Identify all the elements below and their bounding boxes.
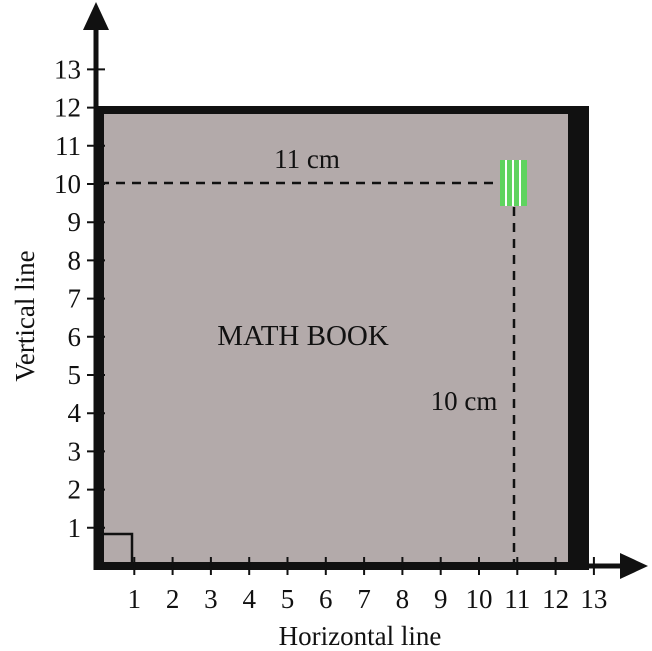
y-tick-label: 4	[68, 398, 82, 428]
book-title: MATH BOOK	[217, 320, 389, 352]
x-tick-label: 5	[281, 584, 295, 614]
x-tick-label: 9	[434, 584, 448, 614]
y-tick-label: 9	[68, 207, 82, 237]
x-tick-label: 2	[166, 584, 180, 614]
x-axis-title: Horizontal line	[279, 621, 442, 651]
y-tick-label: 6	[68, 322, 82, 352]
y-tick-label: 13	[54, 54, 81, 84]
x-tick-group: 1 2 3 4 5 6 7 8 9 10 11 12 13	[128, 557, 607, 614]
y-tick-label: 2	[68, 475, 82, 505]
y-tick-label: 8	[68, 245, 82, 275]
y-tick-label: 11	[55, 131, 81, 161]
x-tick-label: 1	[128, 584, 142, 614]
right-angle-marker	[100, 532, 134, 566]
x-tick-label: 11	[504, 584, 530, 614]
y-tick-label: 7	[68, 284, 82, 314]
x-tick-label: 13	[580, 584, 607, 614]
x-tick-label: 8	[396, 584, 410, 614]
x-tick-label: 12	[542, 584, 569, 614]
width-label: 11 cm	[274, 144, 340, 174]
green-ruler-marker	[500, 160, 527, 206]
x-tick-label: 3	[204, 584, 218, 614]
height-label: 10 cm	[431, 386, 498, 416]
y-tick-label: 5	[68, 360, 82, 390]
x-tick-label: 7	[357, 584, 371, 614]
y-tick-label: 1	[68, 513, 82, 543]
x-tick-label: 10	[466, 584, 493, 614]
x-tick-label: 6	[319, 584, 333, 614]
x-tick-label: 4	[242, 584, 256, 614]
vertical-axis-arrow-icon	[83, 2, 109, 30]
y-tick-label: 3	[68, 436, 82, 466]
y-tick-label: 12	[54, 93, 81, 123]
horizontal-axis-arrow-icon	[620, 553, 648, 579]
y-axis-title: Vertical line	[10, 250, 40, 381]
y-tick-label: 10	[54, 169, 81, 199]
book-spine	[568, 107, 588, 569]
